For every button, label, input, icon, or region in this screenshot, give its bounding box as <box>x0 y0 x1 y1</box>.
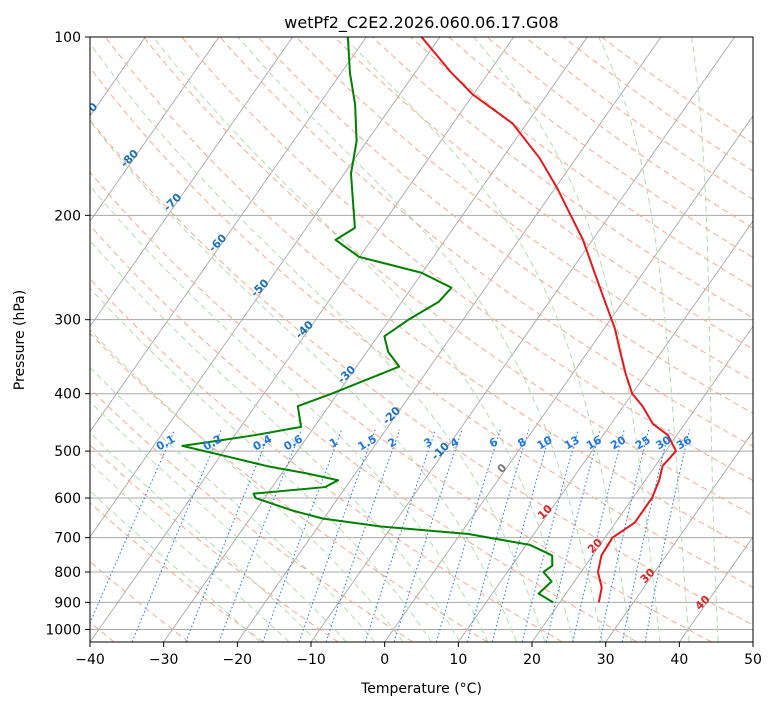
moist-adiabat-line <box>344 37 632 642</box>
dry-adiabat-line <box>486 37 753 229</box>
mixing-ratio-line <box>491 429 552 642</box>
mixing-ratio-line <box>90 429 176 625</box>
moist-adiabat-line <box>90 185 489 642</box>
mixing-ratio-line <box>521 429 579 642</box>
y-tick-label: 100 <box>54 30 81 46</box>
moist-adiabat-line <box>90 462 290 642</box>
isotherm-line <box>236 37 662 642</box>
y-axis-title: Pressure (hPa) <box>12 290 28 390</box>
mixing-ratio-line <box>545 429 601 642</box>
isotherm-line <box>90 37 441 538</box>
moist-adiabat-line <box>237 37 603 642</box>
y-tick-label: 400 <box>54 387 81 403</box>
dry-adiabat-line <box>448 37 753 259</box>
y-tick-label: 600 <box>54 491 81 507</box>
chart-title: wetPf2_C2E2.2026.060.06.17.G08 <box>284 13 558 33</box>
x-tick-label: 30 <box>597 652 615 668</box>
x-tick-label: −30 <box>149 652 179 668</box>
moist-adiabat-line <box>90 432 319 642</box>
dry-adiabat-line <box>90 501 264 642</box>
isotherm-line <box>457 220 753 642</box>
x-tick-label: −10 <box>296 652 326 668</box>
mixing-ratio-line <box>572 429 625 642</box>
mixing-ratio-line <box>298 429 376 642</box>
dry-adiabat-line <box>143 37 753 516</box>
dry-adiabat-line <box>90 119 753 626</box>
mixing-ratio-line <box>644 429 691 642</box>
dry-adiabat-line <box>601 37 753 144</box>
dry-adiabat-line <box>257 37 753 414</box>
isotherm-gridlines <box>90 37 753 642</box>
isotherm-line <box>90 37 293 328</box>
moist-adiabat-line <box>90 329 404 642</box>
dry-adiabat-line <box>295 37 753 382</box>
y-tick-label: 700 <box>54 531 81 547</box>
isotherm-line <box>605 430 753 642</box>
isotherm-line <box>163 37 588 642</box>
dry-adiabat-line <box>90 332 488 642</box>
moist-adiabat-line <box>691 37 719 642</box>
moist-adiabat-line <box>90 490 261 642</box>
x-tick-label: 50 <box>744 652 762 668</box>
mixing-ratio-line <box>262 429 343 642</box>
dry-adiabat-line <box>334 37 753 350</box>
mixing-ratio-line <box>621 429 670 642</box>
mixing-ratio-line <box>435 429 501 642</box>
moist-adiabat-line <box>90 120 517 642</box>
y-axis-ticks: 100 200 300 400 500 600 700 800 900 1000 <box>45 30 90 638</box>
y-tick-label: 300 <box>54 313 81 329</box>
x-tick-label: 20 <box>523 652 541 668</box>
x-axis-title: Temperature (°C) <box>360 681 482 697</box>
moist-adiabat-line <box>598 37 690 642</box>
isotherm-line <box>90 37 220 222</box>
x-tick-label: 10 <box>449 652 467 668</box>
y-tick-label: 800 <box>54 565 81 581</box>
y-tick-label: 200 <box>54 208 81 224</box>
mixing-ratio-line <box>599 429 650 642</box>
plot-frame <box>89 36 754 643</box>
dry-adiabat-line <box>105 37 753 552</box>
y-tick-label: 900 <box>54 595 81 611</box>
isotherm-line <box>310 37 735 642</box>
isotherm-line <box>90 37 367 433</box>
isotherm-line <box>678 536 753 642</box>
dry-adiabat-line <box>90 67 753 588</box>
isotherm-line <box>384 115 753 642</box>
moist-adiabat-line <box>90 240 461 642</box>
profile-series <box>181 37 677 604</box>
adiabat-label: -90 <box>77 100 100 123</box>
temperature-line <box>420 37 677 603</box>
mixing-ratio-lines <box>90 429 691 642</box>
y-tick-label: 1000 <box>45 622 81 638</box>
x-tick-label: −20 <box>223 652 253 668</box>
dry-adiabat-line <box>90 224 638 642</box>
x-tick-label: 40 <box>670 652 688 668</box>
dry-adiabats <box>90 37 753 642</box>
moist-adiabat-line <box>90 42 546 642</box>
x-tick-label: −40 <box>75 652 105 668</box>
x-axis-ticks: −40 −30 −20 −10 0 10 20 30 40 50 <box>75 642 762 668</box>
moist-adiabat-line <box>90 366 376 642</box>
isotherm-line <box>90 37 514 642</box>
mixing-ratio-line <box>325 429 401 642</box>
mixing-ratio-line <box>467 429 530 642</box>
dewpoint-line <box>181 37 554 604</box>
y-tick-label: 500 <box>54 444 81 460</box>
dry-adiabat-line <box>90 444 339 642</box>
moist-adiabat-line <box>472 37 661 642</box>
dry-adiabat-line <box>90 278 563 642</box>
dry-adiabat-line <box>524 37 753 200</box>
mixing-ratio-line <box>393 429 463 642</box>
x-tick-label: 0 <box>380 652 389 668</box>
moist-adiabats <box>90 37 719 642</box>
moist-adiabat-line <box>90 287 432 642</box>
moist-adiabat-line <box>152 37 575 642</box>
dry-adiabat-line <box>90 171 712 642</box>
isotherm-line <box>531 325 753 642</box>
mixing-ratio-line <box>364 429 437 642</box>
